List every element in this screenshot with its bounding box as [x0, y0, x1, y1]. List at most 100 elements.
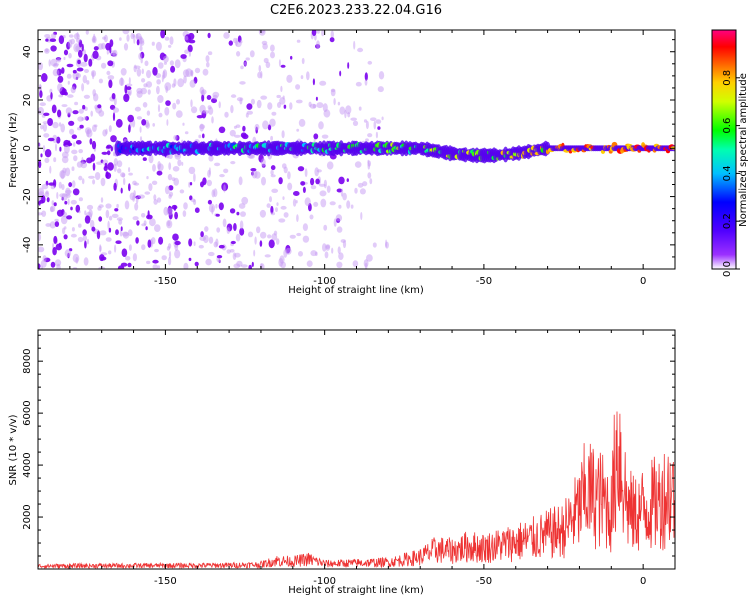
- spectrogram-noise-blob: [67, 94, 74, 98]
- spectrogram-noise-blob: [338, 252, 344, 260]
- spectrogram-noise-blob: [203, 234, 209, 244]
- spectrogram-noise-blob: [152, 123, 155, 127]
- spectrogram-noise-blob: [158, 236, 164, 245]
- spectrogram-noise-blob: [152, 164, 156, 172]
- colorbar-gradient: [712, 30, 736, 269]
- spectrogram-noise-blob: [256, 226, 261, 234]
- spectrogram-noise-blob: [86, 204, 94, 210]
- spectrogram-noise-blob: [236, 211, 240, 216]
- spectrogram-noise-blob: [81, 156, 84, 166]
- spectrogram-noise-blob: [40, 153, 43, 158]
- spectrogram-noise-blob: [97, 104, 102, 109]
- spectrogram-noise-blob: [122, 231, 130, 239]
- spectrogram-noise-blob: [38, 263, 41, 269]
- spectrogram-noise-blob: [184, 131, 189, 135]
- spectrogram-noise-blob: [270, 51, 275, 59]
- spectrogram-noise-blob: [86, 80, 90, 85]
- spectrogram-noise-blob: [156, 197, 162, 203]
- spectrogram-noise-blob: [49, 165, 52, 174]
- snr-x-label: Height of straight line (km): [288, 585, 424, 596]
- spectrogram-noise-blob: [350, 117, 358, 121]
- spectrogram-noise-blob: [168, 257, 172, 266]
- spectrogram-noise-blob: [262, 120, 269, 130]
- spectrogram-noise-blob: [63, 49, 69, 56]
- spectrogram-noise-blob: [359, 188, 366, 195]
- spectrogram-noise-blob: [275, 207, 278, 213]
- spectrogram-noise-blob: [229, 208, 236, 214]
- spectrogram-noise-blob: [76, 161, 83, 168]
- spectrogram-noise-blob: [219, 174, 225, 178]
- x-tick-label: -100: [313, 276, 336, 287]
- spectrogram-noise-blob: [362, 181, 368, 187]
- spectrogram-noise-blob: [151, 180, 158, 185]
- spectrogram-noise-blob: [160, 30, 166, 39]
- spectrogram-noise-blob: [123, 177, 126, 186]
- spectrogram-noise-blob: [172, 233, 179, 241]
- spectrogram-noise-blob: [254, 236, 257, 245]
- spectrogram-noise-blob: [301, 57, 305, 65]
- spectrogram-noise-blob: [353, 40, 356, 50]
- spectrogram-noise-blob: [53, 235, 58, 244]
- spectrogram-noise-blob: [239, 220, 244, 230]
- spectrogram-noise-blob: [293, 191, 300, 196]
- spectrogram-noise-blob: [108, 215, 113, 221]
- spectrogram-noise-blob: [41, 73, 48, 82]
- spectrogram-noise-blob: [228, 40, 233, 46]
- spectrogram-noise-blob: [296, 214, 299, 223]
- spectrogram-noise-blob: [193, 241, 196, 246]
- spectrogram-noise-blob: [278, 258, 284, 267]
- spectrogram-noise-blob: [241, 196, 249, 205]
- spectrogram-noise-blob: [161, 74, 164, 83]
- spectrogram-noise-blob: [259, 240, 263, 247]
- spectrogram-noise-blob: [67, 80, 70, 85]
- spectrogram-noise-blob: [267, 124, 272, 131]
- spectrogram-noise-blob: [98, 216, 103, 222]
- spectrogram-noise-blob: [111, 93, 116, 100]
- spectrogram-noise-blob: [289, 234, 296, 239]
- spectrogram-noise-blob: [171, 177, 176, 182]
- snr-series-line: [38, 411, 675, 569]
- spectrogram-noise-blob: [250, 98, 255, 105]
- spectrogram-noise-blob: [40, 124, 44, 130]
- spectrogram-noise-blob: [61, 67, 65, 74]
- spectrogram-noise-blob: [128, 183, 131, 192]
- spectrogram-noise-blob: [180, 54, 187, 59]
- spectrogram-noise-blob: [163, 55, 169, 63]
- spectrogram-noise-blob: [340, 188, 344, 197]
- spectrogram-noise-blob: [319, 183, 326, 187]
- spectrogram-noise-blob: [313, 133, 319, 140]
- spectrogram-noise-blob: [92, 124, 97, 132]
- spectrogram-noise-blob: [336, 226, 343, 233]
- spectrogram-noise-blob: [163, 61, 167, 65]
- spectrogram-noise-blob: [151, 41, 155, 46]
- spectrogram-noise-blob: [43, 112, 50, 117]
- spectrogram-noise-blob: [98, 78, 103, 84]
- spectrogram-noise-blob: [354, 161, 362, 168]
- spectrogram-noise-blob: [260, 71, 263, 79]
- spectrogram-noise-blob: [141, 68, 144, 75]
- spectrogram-noise-blob: [51, 104, 57, 114]
- spectrogram-noise-blob: [71, 180, 76, 188]
- spectrogram-noise-blob: [112, 107, 120, 113]
- spectrogram-noise-blob: [239, 40, 243, 44]
- spectrogram-noise-blob: [182, 210, 187, 218]
- spectrogram-noise-blob: [168, 44, 172, 48]
- spectrogram-noise-blob: [104, 162, 108, 169]
- spectrogram-noise-blob: [81, 178, 85, 185]
- spectrogram-noise-blob: [120, 77, 124, 86]
- spectrogram-noise-blob: [120, 187, 123, 194]
- spectrogram-noise-blob: [217, 259, 221, 263]
- spectrogram-noise-blob: [354, 187, 358, 194]
- spectrogram-noise-blob: [200, 231, 204, 238]
- spectrogram-noise-blob: [230, 161, 236, 165]
- spectrogram-noise-blob: [76, 67, 84, 72]
- spectrogram-noise-blob: [148, 183, 153, 192]
- spectrogram-noise-blob: [51, 200, 55, 206]
- spectrogram-noise-blob: [166, 207, 173, 216]
- spectrogram-noise-blob: [233, 125, 237, 129]
- spectrogram-noise-blob: [183, 262, 189, 269]
- spectrogram-noise-blob: [127, 262, 132, 268]
- spectrogram-noise-blob: [309, 103, 317, 109]
- spectrogram-noise-blob: [205, 258, 212, 266]
